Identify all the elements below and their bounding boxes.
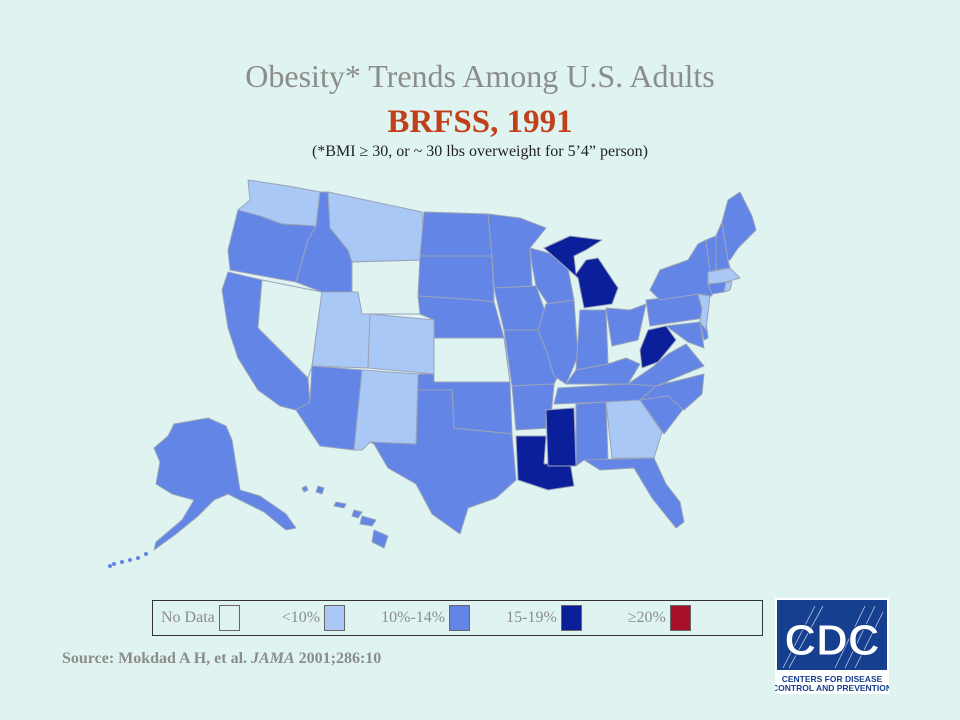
legend-swatch: [669, 605, 691, 631]
source-suffix: 2001;286:10: [294, 650, 382, 667]
chart-title: Obesity* Trends Among U.S. Adults: [245, 58, 715, 94]
map-legend: No Data <10% 10%-14% 15-19% ≥20%: [152, 600, 763, 636]
state-LA: [515, 435, 575, 491]
state-NY: [649, 239, 713, 301]
state-KS: [433, 337, 511, 383]
cdc-logo: CDC CENTERS FOR DISEASE CONTROL AND PREV…: [775, 598, 889, 694]
state-AL: [575, 401, 609, 467]
us-obesity-map: [108, 179, 757, 568]
source-journal: JAMA: [251, 650, 295, 667]
state-OH: [605, 303, 647, 347]
state-NM: [353, 369, 419, 451]
legend-item-10-14: 10%-14%: [381, 605, 471, 631]
state-SD: [417, 255, 495, 303]
legend-item-15-19: 15-19%: [506, 605, 582, 631]
state-AK: [153, 417, 297, 551]
state-FL: [583, 457, 685, 529]
logo-eagle-lines: [782, 605, 884, 669]
bmi-footnote: (*BMI ≥ 30, or ~ 30 lbs overweight for 5…: [311, 143, 649, 160]
state-VA: [627, 343, 705, 387]
state-RI: [723, 281, 733, 293]
logo-line-1: CENTERS FOR DISEASE: [782, 674, 883, 684]
state-NH: [715, 221, 731, 271]
state-WY: [351, 259, 425, 315]
state-IL: [537, 299, 579, 385]
state-MD: [665, 321, 705, 349]
legend-label: 10%-14%: [381, 609, 446, 626]
state-ND: [419, 211, 493, 257]
legend-label: <10%: [281, 609, 321, 626]
state-NV: [257, 279, 323, 379]
state-WV: [639, 325, 677, 369]
state-IN: [575, 309, 609, 371]
legend-label: ≥20%: [627, 609, 666, 626]
state-GA: [605, 399, 663, 459]
legend-swatch: [218, 605, 240, 631]
state-MI: [543, 235, 619, 309]
legend-label: No Data: [161, 609, 215, 626]
legend-swatch: [449, 605, 471, 631]
legend-label: 15-19%: [506, 609, 557, 626]
logo-line-2: CONTROL AND PREVENTION: [775, 683, 889, 693]
state-IA: [493, 285, 547, 331]
state-ME: [721, 191, 757, 261]
legend-swatch: [324, 605, 346, 631]
state-TX: [369, 389, 517, 535]
chart-subtitle: BRFSS, 1991: [387, 104, 573, 140]
legend-item-under-10: <10%: [281, 605, 346, 631]
state-MN: [487, 213, 547, 289]
legend-swatch: [560, 605, 582, 631]
source-prefix: Source: Mokdad A H, et al.: [62, 650, 252, 667]
state-HI: [301, 485, 389, 549]
legend-item-no-data: No Data: [161, 605, 240, 631]
source-citation: Source: Mokdad A H, et al. JAMA 2001;286…: [62, 650, 381, 668]
legend-item-20-plus: ≥20%: [628, 605, 691, 631]
state-PA: [645, 293, 705, 327]
state-CO: [367, 313, 435, 375]
state-NC: [639, 373, 705, 411]
aleutian-islands: [108, 552, 148, 568]
state-MS: [545, 407, 577, 467]
logo-mark-text: CDC: [784, 616, 879, 665]
